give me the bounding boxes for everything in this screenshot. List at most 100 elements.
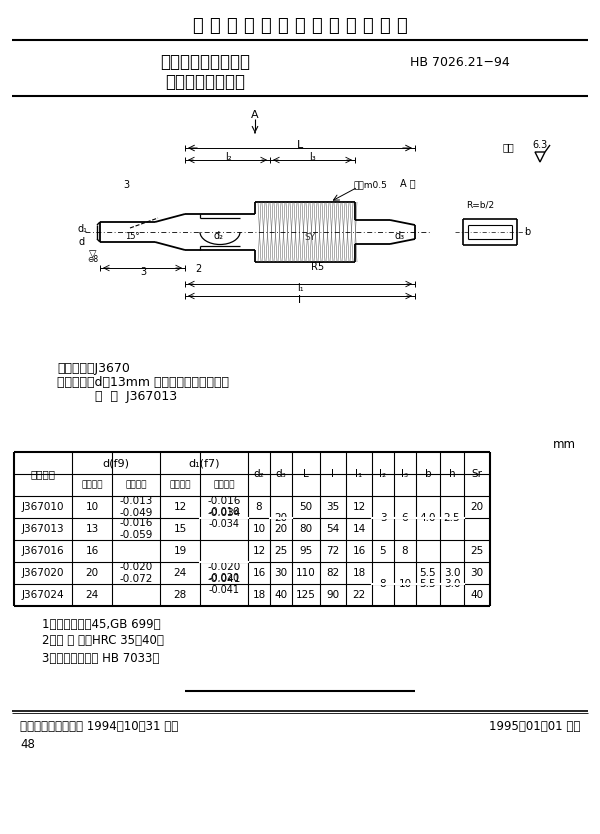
Text: mm: mm: [553, 438, 576, 450]
Text: 基本尺寸: 基本尺寸: [81, 480, 103, 490]
Text: 3: 3: [123, 180, 129, 190]
Text: l: l: [331, 469, 335, 479]
Text: -0.016
-0.059: -0.016 -0.059: [119, 518, 152, 540]
Text: 50: 50: [299, 502, 313, 512]
Text: 16: 16: [352, 546, 365, 556]
Text: 28: 28: [173, 590, 187, 600]
Text: ⊖8: ⊖8: [88, 254, 98, 264]
Text: 带滚花头定位插销: 带滚花头定位插销: [165, 73, 245, 91]
Text: L: L: [297, 140, 303, 150]
Text: d₂: d₂: [213, 231, 223, 241]
Text: J367024: J367024: [22, 590, 64, 600]
Text: 12: 12: [253, 546, 266, 556]
Text: 16: 16: [85, 546, 98, 556]
Text: 20: 20: [274, 513, 287, 523]
Text: l₂: l₂: [379, 469, 386, 479]
Text: l₃: l₃: [310, 152, 316, 162]
Text: 3: 3: [140, 267, 146, 277]
Text: l₃: l₃: [401, 469, 409, 479]
Text: 24: 24: [173, 568, 187, 578]
Text: 80: 80: [299, 524, 313, 534]
Text: 8: 8: [401, 546, 409, 556]
Text: J367016: J367016: [22, 546, 64, 556]
Text: 夹具通用元件定位件: 夹具通用元件定位件: [160, 53, 250, 71]
Text: d₁(f7): d₁(f7): [188, 458, 220, 468]
Text: 22: 22: [352, 590, 365, 600]
Text: -0.013
-0.049: -0.013 -0.049: [119, 496, 152, 518]
Text: 35: 35: [326, 502, 340, 512]
Text: 分类代号：J3670: 分类代号：J3670: [57, 361, 130, 374]
Text: 粗糙: 粗糙: [502, 142, 514, 152]
Text: 30: 30: [470, 568, 484, 578]
Text: 19: 19: [173, 546, 187, 556]
Text: 5.5: 5.5: [419, 568, 436, 578]
Text: 18: 18: [253, 590, 266, 600]
Text: b: b: [425, 469, 431, 479]
Text: d₁: d₁: [77, 224, 87, 234]
Text: 54: 54: [326, 524, 340, 534]
Text: 5.5: 5.5: [419, 579, 436, 589]
Text: R=b/2: R=b/2: [466, 200, 494, 209]
Text: 中国航空工业总公司 1994－10－31 发布: 中国航空工业总公司 1994－10－31 发布: [20, 721, 178, 733]
Text: b: b: [524, 227, 530, 237]
Text: 6: 6: [401, 513, 409, 523]
Text: l₁: l₁: [355, 469, 362, 479]
Text: J367020: J367020: [22, 568, 64, 578]
Text: 2．热 处 理：HRC 35～40。: 2．热 处 理：HRC 35～40。: [42, 635, 164, 647]
Text: 2.5: 2.5: [443, 513, 460, 523]
Text: 极限偏差: 极限偏差: [125, 480, 147, 490]
Text: 20: 20: [85, 568, 98, 578]
Text: 24: 24: [85, 590, 98, 600]
Text: 中 华 人 民 共 和 国 航 空 工 业 标 准: 中 华 人 民 共 和 国 航 空 工 业 标 准: [193, 17, 407, 35]
Text: 40: 40: [274, 590, 287, 600]
Text: l: l: [298, 295, 302, 305]
Text: 20: 20: [470, 502, 484, 512]
Text: 95: 95: [299, 546, 313, 556]
Text: 125: 125: [296, 590, 316, 600]
Text: 18: 18: [352, 568, 365, 578]
Text: d₂: d₂: [254, 469, 265, 479]
Text: 72: 72: [326, 546, 340, 556]
Text: 16: 16: [253, 568, 266, 578]
Text: 13: 13: [85, 524, 98, 534]
Text: 极限偏差: 极限偏差: [213, 480, 235, 490]
Text: 滚纹m0.5: 滚纹m0.5: [353, 180, 387, 189]
Text: A 剖: A 剖: [400, 178, 416, 188]
Text: 插  销  J367013: 插 销 J367013: [95, 389, 177, 403]
Text: 30: 30: [274, 568, 287, 578]
Text: 8: 8: [380, 579, 386, 589]
Text: 5: 5: [380, 546, 386, 556]
Text: ▽: ▽: [89, 249, 97, 259]
Text: 12: 12: [352, 502, 365, 512]
Text: 48: 48: [20, 738, 35, 751]
Text: Sr: Sr: [472, 469, 482, 479]
Text: -0.020
-0.041: -0.020 -0.041: [208, 562, 241, 584]
Text: 40: 40: [470, 590, 484, 600]
Text: 3.0: 3.0: [444, 568, 460, 578]
Text: h: h: [449, 469, 455, 479]
Text: J367010: J367010: [22, 502, 64, 512]
Text: SY: SY: [304, 233, 316, 242]
Text: 2: 2: [195, 264, 201, 274]
Text: d(f9): d(f9): [103, 458, 130, 468]
Text: A: A: [251, 110, 259, 120]
Text: 基本尺寸: 基本尺寸: [169, 480, 191, 490]
Text: 标记示例：d＝13mm 的带滚花头定位插销：: 标记示例：d＝13mm 的带滚花头定位插销：: [57, 375, 229, 389]
Text: 110: 110: [296, 568, 316, 578]
Text: 10: 10: [398, 579, 412, 589]
Text: 3．技术条件：按 HB 7033。: 3．技术条件：按 HB 7033。: [42, 651, 160, 665]
Text: 12: 12: [173, 502, 187, 512]
Text: 90: 90: [326, 590, 340, 600]
Text: 3.0: 3.0: [444, 579, 460, 589]
Text: 25: 25: [470, 546, 484, 556]
Text: l₂: l₂: [224, 152, 232, 162]
Text: 6.3: 6.3: [532, 140, 548, 150]
Text: -0.020
-0.072: -0.020 -0.072: [119, 562, 152, 584]
Text: 15°: 15°: [125, 232, 139, 240]
Text: 8: 8: [256, 502, 262, 512]
Text: 20: 20: [274, 524, 287, 534]
Text: 10: 10: [253, 524, 266, 534]
Text: d₃: d₃: [275, 469, 286, 479]
Text: R5: R5: [311, 262, 325, 272]
Text: 4.0: 4.0: [420, 513, 436, 523]
